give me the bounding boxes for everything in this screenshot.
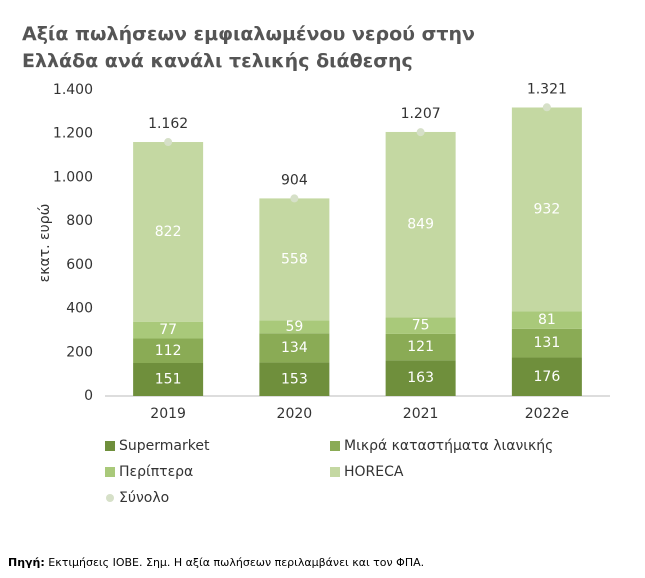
y-tick-label: 200: [66, 344, 93, 360]
x-tick-label: 2022e: [525, 406, 569, 422]
legend-swatch: [330, 467, 340, 477]
total-label: 1.321: [527, 81, 567, 97]
total-marker: [542, 103, 551, 112]
total-marker: [416, 128, 425, 137]
total-label: 1.207: [401, 106, 441, 122]
total-marker: [290, 194, 299, 203]
data-label: 163: [407, 370, 434, 386]
total-marker: [164, 138, 173, 147]
data-label: 81: [538, 312, 556, 328]
bar-segment: [133, 362, 204, 396]
legend-label: Περίπτερα: [119, 464, 193, 480]
data-label: 131: [534, 335, 561, 351]
y-tick-label: 800: [66, 213, 93, 229]
legend-label: Μικρά καταστήματα λιανικής: [344, 438, 553, 454]
x-tick-label: 2021: [403, 406, 439, 422]
chart-title: Αξία πωλήσεων εμφιαλωμένου νερού στην: [22, 23, 475, 45]
data-label: 849: [407, 217, 434, 233]
bar-segment: [385, 131, 456, 318]
y-tick-label: 1.000: [53, 169, 93, 185]
source: Πηγή: Εκτιμήσεις ΙΟΒΕ. Σημ. Η αξία πωλήσ…: [8, 556, 424, 569]
data-label: 121: [407, 339, 434, 355]
data-label: 134: [281, 340, 308, 356]
y-tick-label: 600: [66, 257, 93, 273]
x-tick-label: 2019: [150, 406, 186, 422]
bar-segment: [133, 142, 204, 322]
y-tick-label: 1.200: [53, 126, 93, 142]
legend-swatch: [330, 441, 340, 451]
bar-segment: [133, 321, 204, 339]
bar-segment: [385, 333, 456, 361]
bar-segment: [385, 360, 456, 396]
y-axis-label: εκατ. ευρώ: [37, 204, 53, 283]
data-label: 932: [534, 201, 561, 217]
legend-label: Σύνολο: [119, 490, 169, 506]
bar-segment: [385, 317, 456, 334]
bar-segment: [511, 357, 582, 396]
bar-segment: [259, 320, 330, 334]
bar-segment: [133, 338, 204, 363]
bar-segment: [511, 328, 582, 358]
bar-segment: [511, 107, 582, 312]
data-label: 176: [534, 369, 561, 385]
bar-segment: [259, 362, 330, 396]
y-tick-label: 400: [66, 301, 93, 317]
data-label: 59: [285, 319, 303, 335]
data-label: 151: [155, 371, 182, 387]
bar-segment: [259, 198, 330, 321]
legend-label: HORECA: [344, 464, 404, 480]
data-label: 153: [281, 371, 308, 387]
legend-swatch: [106, 494, 114, 502]
total-label: 1.162: [148, 116, 188, 132]
y-tick-label: 0: [84, 388, 93, 404]
legend-swatch: [105, 441, 115, 451]
bar-segment: [259, 333, 330, 363]
data-label: 822: [155, 224, 182, 240]
legend-swatch: [105, 467, 115, 477]
x-tick-label: 2020: [277, 406, 313, 422]
data-label: 75: [412, 318, 430, 334]
source-text: Εκτιμήσεις ΙΟΒΕ. Σημ. Η αξία πωλήσεων πε…: [45, 556, 424, 569]
y-tick-label: 1.400: [53, 82, 93, 98]
chart-title: Ελλάδα ανά κανάλι τελικής διάθεσης: [22, 50, 413, 72]
legend-label: Supermarket: [119, 438, 210, 454]
source-label: Πηγή:: [8, 556, 45, 569]
data-label: 112: [155, 343, 182, 359]
data-label: 558: [281, 251, 308, 267]
bar-segment: [511, 311, 582, 329]
total-label: 904: [281, 172, 308, 188]
data-label: 77: [159, 322, 177, 338]
